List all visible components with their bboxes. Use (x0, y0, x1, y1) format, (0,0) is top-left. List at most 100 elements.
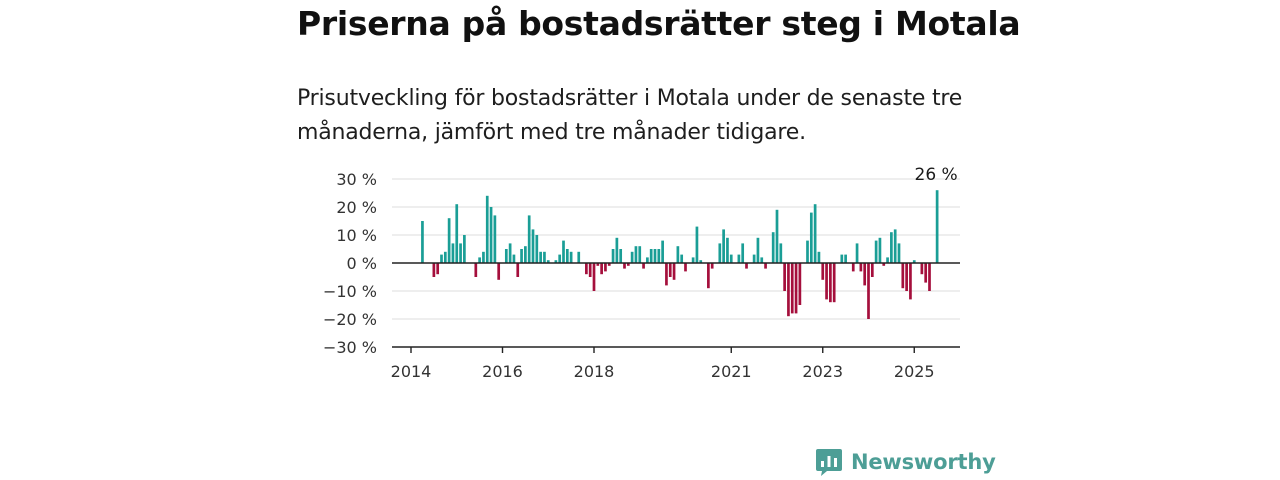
bar (851, 263, 855, 272)
y-tick-label: −30 % (323, 338, 377, 357)
bar (680, 254, 684, 263)
bar (676, 246, 680, 263)
y-tick-label: 20 % (336, 198, 377, 217)
bar (554, 260, 558, 263)
chart-title: Priserna på bostadsrätter steg i Motala (297, 4, 1021, 43)
bar (474, 263, 478, 277)
bar (562, 240, 565, 263)
x-tick-label: 2014 (391, 362, 432, 381)
bar (813, 204, 817, 263)
bar (718, 243, 722, 263)
bar (531, 229, 535, 263)
bar (867, 263, 870, 319)
bar (646, 257, 649, 263)
bar (451, 243, 455, 263)
bar (638, 246, 642, 263)
bar (657, 249, 661, 263)
bar (775, 209, 779, 263)
bar (897, 243, 901, 263)
x-tick-label: 2023 (802, 362, 843, 381)
bar (661, 240, 664, 263)
bar (443, 251, 447, 263)
bar (882, 263, 886, 266)
bar (832, 263, 836, 303)
bar (874, 240, 878, 263)
bar (527, 215, 531, 263)
x-tick-label: 2018 (574, 362, 615, 381)
bar (478, 257, 481, 263)
bar (905, 263, 908, 291)
bar (821, 263, 825, 280)
bar (611, 249, 615, 263)
axes (392, 262, 960, 353)
y-tick-label: 10 % (336, 226, 377, 245)
bar (920, 263, 924, 275)
bar (924, 263, 928, 283)
bar (707, 263, 710, 289)
bar (737, 254, 741, 263)
bar (760, 257, 764, 263)
bar (798, 263, 802, 305)
bar (809, 212, 813, 263)
bar (565, 249, 569, 263)
bar (901, 263, 905, 289)
x-tick-label: 2021 (711, 362, 752, 381)
bar (878, 237, 882, 263)
bar (665, 263, 668, 286)
bar (855, 243, 859, 263)
bar (520, 249, 523, 263)
bar (546, 260, 550, 263)
y-tick-label: 0 % (347, 254, 377, 273)
bar (695, 226, 699, 263)
bar (909, 263, 912, 300)
bar (870, 263, 874, 277)
bar (710, 263, 714, 269)
bar (745, 263, 748, 269)
bar (764, 263, 767, 269)
bar (630, 251, 634, 263)
bar (863, 263, 867, 286)
bar (844, 254, 847, 263)
x-tick-label: 2016 (482, 362, 523, 381)
bar (539, 251, 542, 263)
bar (497, 263, 501, 280)
bar (588, 263, 592, 277)
bar (489, 207, 493, 263)
bar (604, 263, 607, 272)
bar (535, 235, 539, 263)
bar (543, 251, 546, 263)
bar (623, 263, 626, 269)
bar (642, 263, 645, 269)
bar (890, 232, 893, 263)
bar (859, 263, 863, 272)
bar (596, 263, 600, 266)
bar (668, 263, 672, 277)
bar (783, 263, 786, 291)
bar (935, 190, 939, 263)
bar (592, 263, 596, 291)
y-tick-label: −20 % (323, 310, 377, 329)
bar (756, 237, 760, 263)
bar (779, 243, 783, 263)
brand-name: Newsworthy (851, 450, 996, 474)
bar (421, 221, 424, 263)
bar (829, 263, 832, 303)
y-tick-label: 30 % (336, 170, 377, 189)
bar (516, 263, 520, 277)
x-tick-label: 2025 (894, 362, 935, 381)
bar (440, 254, 443, 263)
bar (615, 237, 619, 263)
bar (447, 218, 451, 263)
bar (493, 215, 497, 263)
bar (485, 195, 489, 263)
bar (463, 235, 466, 263)
bar (752, 254, 756, 263)
bar (482, 251, 485, 263)
bar (619, 249, 623, 263)
bar (585, 263, 588, 275)
bar (600, 263, 603, 275)
bar-series (421, 190, 939, 319)
bar (893, 229, 897, 263)
bar (699, 260, 703, 263)
